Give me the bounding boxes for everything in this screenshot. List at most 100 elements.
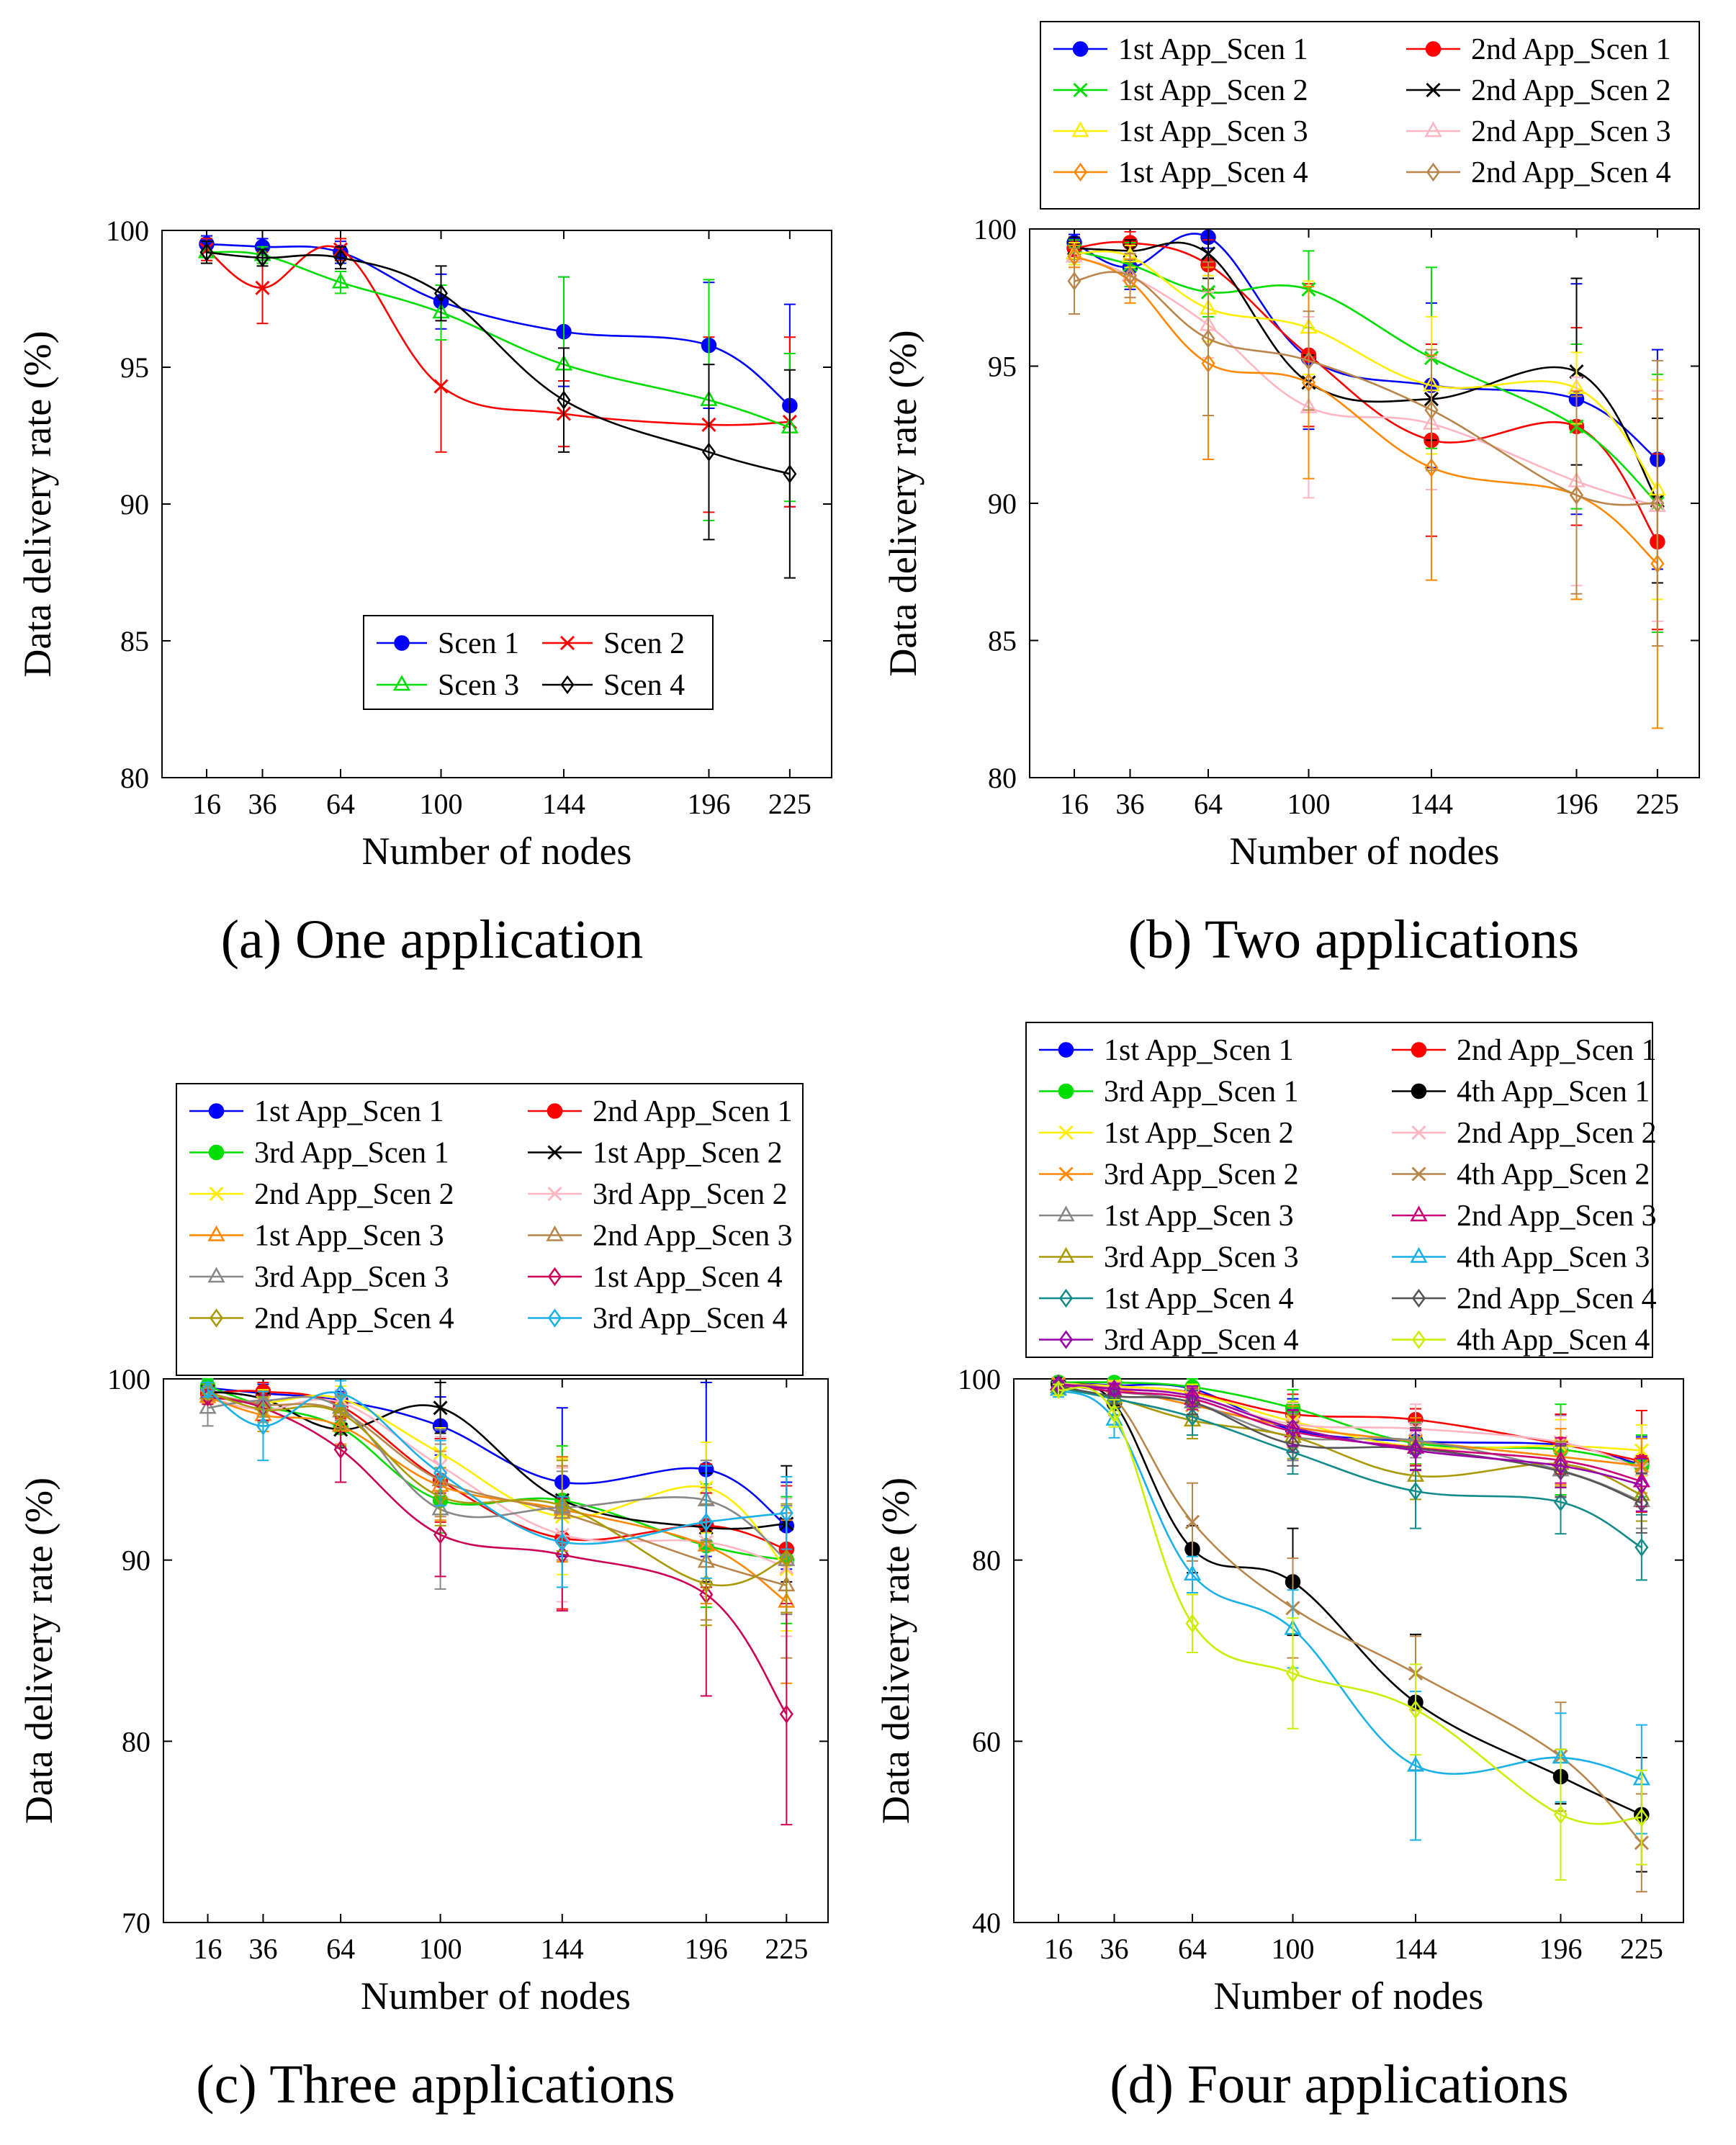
data-point (1285, 1418, 1300, 1438)
legend-label: 1st App_Scen 2 (1104, 1117, 1294, 1150)
data-point (333, 248, 348, 268)
x-tick-label: 64 (326, 1933, 355, 1965)
legend-label: 1st App_Scen 1 (254, 1095, 444, 1128)
legend-label: 2nd App_Scen 3 (1457, 1200, 1657, 1233)
legend-label: 2nd App_Scen 1 (1471, 33, 1671, 66)
y-tick-label: 85 (988, 625, 1017, 657)
series (199, 1387, 796, 1684)
series (199, 235, 798, 508)
data-point (433, 1525, 448, 1544)
x-tick-label: 225 (1620, 1933, 1663, 1965)
data-point (779, 1704, 793, 1724)
data-point (1408, 1481, 1423, 1501)
plot-frame (1013, 1378, 1684, 1923)
data-point (1201, 329, 1215, 348)
subfigure-caption: (a) One application (221, 909, 644, 970)
x-tick-label: 64 (326, 788, 355, 820)
legend-marker (1057, 1246, 1075, 1263)
x-tick-label: 16 (1044, 1933, 1073, 1965)
data-point (1107, 1403, 1122, 1423)
data-point (331, 272, 350, 289)
data-point (1184, 1514, 1200, 1529)
data-point (1185, 1614, 1200, 1633)
data-point (1067, 271, 1081, 291)
legend-marker (209, 1308, 224, 1328)
series-line (207, 1389, 787, 1545)
legend-marker (546, 1225, 564, 1241)
y-tick-label: 60 (972, 1725, 1001, 1758)
data-point (1408, 1700, 1423, 1719)
legend-marker (1425, 41, 1442, 57)
series-line (207, 1390, 787, 1587)
y-tick-label: 95 (988, 351, 1017, 383)
data-point (1650, 493, 1665, 513)
data-point (1200, 246, 1216, 261)
data-point (1285, 1663, 1300, 1683)
series (1066, 239, 1665, 634)
legend-label: 2nd App_Scen 3 (593, 1220, 793, 1253)
data-point (433, 379, 449, 394)
legend-label: 2nd App_Scen 3 (1471, 115, 1671, 148)
legend-marker (1058, 1042, 1074, 1058)
data-point (333, 1403, 348, 1423)
data-point (1285, 1434, 1300, 1454)
x-tick-label: 64 (1178, 1933, 1207, 1965)
legend-marker (394, 635, 410, 651)
x-tick-label: 36 (1100, 1933, 1129, 1965)
y-axis-label: Data delivery rate (%) (874, 1478, 917, 1824)
legend-marker (1411, 1330, 1426, 1349)
series-line (1058, 1386, 1642, 1825)
legend-label: 1st App_Scen 3 (1118, 115, 1308, 148)
x-tick-label: 225 (1636, 788, 1679, 820)
series (200, 1380, 793, 1588)
series-line (207, 1395, 788, 1715)
x-tick-label: 36 (1116, 788, 1145, 820)
data-point (200, 1382, 215, 1401)
legend-label: 3rd App_Scen 4 (593, 1303, 788, 1336)
data-point (1123, 266, 1138, 285)
legend-label: 3rd App_Scen 3 (1104, 1241, 1299, 1274)
chart-c: 16 36 64 100 144 196 225 70 80 90 100 Number of nod… (17, 1083, 829, 2115)
data-point (333, 1384, 348, 1403)
legend-label: 2nd App_Scen 1 (1457, 1034, 1657, 1067)
y-axis-label: Data delivery rate (%) (17, 1478, 60, 1824)
legend-marker (207, 1267, 225, 1283)
chart-d: 16 36 64 100 144 196 225 40 60 80 100 Number of nod… (874, 1022, 1684, 2115)
x-tick-label: 225 (768, 788, 811, 820)
data-point (779, 1549, 793, 1568)
series (1051, 1378, 1649, 1581)
data-point (1424, 458, 1439, 477)
legend-marker (547, 1308, 562, 1328)
series-line (207, 1392, 787, 1587)
y-tick-label: 85 (120, 625, 149, 657)
legend-label: 1st App_Scen 4 (593, 1261, 783, 1294)
series-line (1074, 250, 1658, 490)
series-line (1058, 1387, 1642, 1549)
legend: 1st App_Scen 1 2nd App_Scen 1 1st App_Scen… (1040, 21, 1700, 210)
legend-box (363, 615, 714, 710)
legend-label: 1st App_Scen 1 (1104, 1034, 1294, 1067)
legend-marker (1058, 1288, 1074, 1308)
legend: Scen 1 Scen 2 Scen 3 Scen 4 (363, 615, 714, 710)
data-point (699, 1574, 714, 1593)
legend-label: 2nd App_Scen 4 (254, 1303, 454, 1336)
legend-marker (1410, 1205, 1428, 1222)
x-tick-label: 144 (541, 1933, 584, 1965)
legend-box (176, 1083, 804, 1376)
series-line (206, 251, 791, 428)
x-tick-label: 16 (192, 788, 221, 820)
data-point (200, 1380, 215, 1400)
series-line (1074, 255, 1658, 565)
legend-label: 3rd App_Scen 2 (1104, 1159, 1299, 1192)
data-point (1408, 1441, 1423, 1460)
legend-marker (1411, 1083, 1427, 1100)
legend-marker (1411, 1288, 1426, 1308)
legend-label: Scen 4 (603, 669, 685, 702)
legend-marker (392, 675, 411, 691)
x-tick-label: 196 (688, 788, 731, 820)
legend-label: 1st App_Scen 4 (1104, 1282, 1294, 1316)
legend-marker (207, 1225, 225, 1241)
legend-label: 4th App_Scen 2 (1457, 1159, 1650, 1192)
data-point (1424, 400, 1439, 420)
x-axis-label: Number of nodes (362, 829, 632, 873)
